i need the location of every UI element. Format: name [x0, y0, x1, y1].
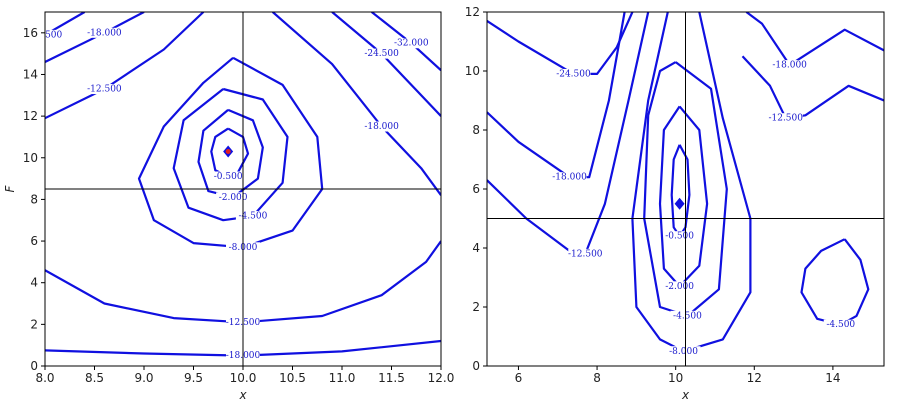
- contour-label-bg: [87, 27, 122, 38]
- x-axis-label: x: [681, 388, 690, 402]
- x-tick-label: 11.0: [329, 371, 356, 385]
- y-tick-label: 16: [23, 26, 38, 40]
- contour-label-bg: [552, 172, 587, 183]
- contour-label-bg: [662, 281, 697, 292]
- contour-line: [487, 12, 650, 255]
- contour-label: -12.500: [568, 249, 603, 259]
- y-tick-label: 2: [472, 300, 480, 314]
- contour-line: [487, 12, 634, 75]
- contour-label: -4.500: [673, 311, 702, 321]
- y-tick-label: 8: [30, 192, 38, 206]
- x-tick-label: 14: [825, 371, 840, 385]
- contour-label: -2.000: [219, 193, 248, 203]
- x-tick-label: 10.0: [230, 371, 257, 385]
- contour-label: -18.000: [772, 61, 807, 71]
- y-tick-label: 12: [23, 109, 38, 123]
- contour-label-bg: [394, 38, 429, 49]
- x-axis-label: x: [238, 388, 247, 402]
- y-tick-label: 4: [472, 241, 480, 255]
- contour-line: [487, 12, 626, 179]
- x-tick-label: 11.5: [378, 371, 405, 385]
- optimum-marker: [674, 197, 685, 210]
- contour-label: -4.500: [238, 212, 267, 222]
- y-tick-label: 4: [30, 276, 38, 290]
- contour-label-bg: [666, 346, 701, 357]
- contour-label: -18.000: [552, 173, 587, 183]
- contour-label-bg: [568, 248, 603, 259]
- contour-line: [741, 55, 884, 120]
- contour-label: -12.500: [768, 114, 803, 124]
- contour-line: [670, 144, 691, 238]
- x-tick-label: 9.5: [184, 371, 203, 385]
- contour-label-bg: [662, 231, 697, 242]
- contour-label: -24.500: [364, 49, 399, 59]
- contour-label: -8.000: [669, 347, 698, 357]
- y-tick-label: 0: [472, 359, 480, 373]
- contour-label: -0.500: [665, 232, 694, 242]
- y-tick-label: 0: [30, 359, 38, 373]
- y-tick-label: 12: [465, 5, 480, 19]
- contour-label-bg: [364, 48, 399, 59]
- contour-label: -18.000: [87, 28, 122, 38]
- y-axis-label: F: [3, 184, 17, 192]
- contour-label-bg: [235, 211, 270, 222]
- contour-line: [137, 56, 324, 249]
- contour-label: -12.500: [87, 85, 122, 95]
- contour-label: -18.000: [364, 122, 399, 132]
- x-tick-label: 6: [515, 371, 523, 385]
- x-tick-label: 12: [747, 371, 762, 385]
- contour-label-bg: [823, 319, 858, 330]
- contour-label-bg: [211, 171, 246, 182]
- contour-label-bg: [670, 310, 705, 321]
- x-tick-label: 10.5: [279, 371, 306, 385]
- x-tick-label: 9.0: [134, 371, 153, 385]
- contour-line: [745, 12, 884, 67]
- contour-label: -32.000: [394, 39, 429, 49]
- optimum-dot: [225, 149, 231, 155]
- y-tick-label: 2: [30, 317, 38, 331]
- y-tick-label: 10: [465, 64, 480, 78]
- contour-label-bg: [45, 29, 62, 40]
- y-tick-label: 6: [472, 182, 480, 196]
- y-tick-label: 8: [472, 123, 480, 137]
- plot-area: -0.500 -2.000 -4.500 -4.500 -8.000 -12.500 -18…: [487, 12, 884, 366]
- contour-line: [45, 12, 205, 120]
- y-tick-label: 10: [23, 151, 38, 165]
- contour-label-bg: [364, 121, 399, 132]
- contour-label: -0.500: [214, 172, 243, 182]
- plot-area: -0.500-2.000-4.500-8.000-12.500-12.500-1…: [28, 12, 441, 366]
- contour-line: [631, 12, 752, 353]
- x-tick-label: 12.0: [428, 371, 455, 385]
- contour-label: -24.500: [28, 30, 63, 40]
- x-tick-label: 8: [593, 371, 601, 385]
- contour-line: [45, 240, 441, 324]
- contour-line: [658, 105, 709, 288]
- contour-label-bg: [556, 68, 591, 79]
- contour-line: [800, 238, 870, 326]
- y-tick-label: 6: [30, 234, 38, 248]
- y-tick-label: 14: [23, 67, 38, 81]
- contour-label-bg: [768, 113, 803, 124]
- contour-line: [331, 12, 441, 117]
- x-tick-label: 8.5: [85, 371, 104, 385]
- contour-label-bg: [87, 84, 122, 95]
- contour-label-bg: [772, 60, 807, 71]
- contour-label-bg: [216, 192, 251, 203]
- contour-label: -4.500: [826, 320, 855, 330]
- x-tick-label: 8.0: [35, 371, 54, 385]
- contour-label: -24.500: [556, 69, 591, 79]
- contour-label: -2.000: [665, 282, 694, 292]
- x-tick-label: 10: [668, 371, 683, 385]
